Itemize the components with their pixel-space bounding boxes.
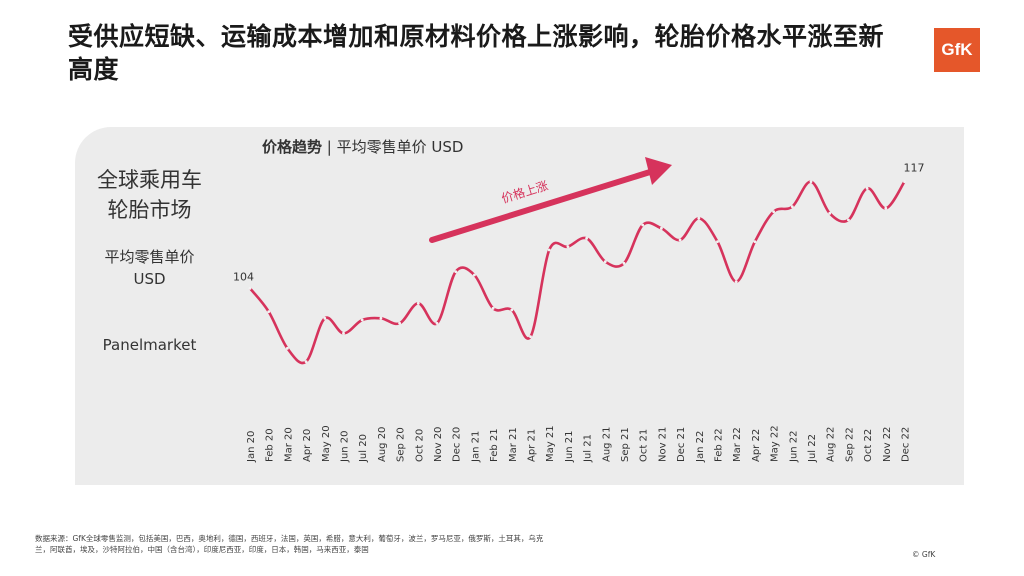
x-tick-label: Feb 21 [489, 428, 500, 462]
x-tick-label: Aug 21 [601, 427, 612, 462]
data-point [267, 310, 271, 314]
x-tick-label: Sep 20 [396, 427, 407, 462]
x-tick-label: Mar 22 [732, 427, 743, 462]
arrow-shaft [429, 169, 653, 243]
data-point [473, 273, 476, 277]
x-tick-label: Feb 22 [714, 428, 725, 462]
x-tick-label: Apr 20 [302, 429, 313, 462]
x-tick-label: Aug 20 [377, 427, 388, 462]
data-point [847, 218, 850, 222]
x-tick-label: Jan 22 [695, 431, 706, 463]
x-tick-label: Oct 21 [639, 429, 650, 462]
data-point [491, 306, 495, 310]
data-point [809, 180, 813, 184]
data-point [865, 186, 869, 190]
x-tick-label: Mar 20 [283, 427, 294, 462]
x-tick-label: Dec 21 [676, 427, 687, 462]
data-point [435, 321, 439, 325]
data-point [585, 236, 588, 240]
x-tick-label: Aug 22 [826, 427, 837, 462]
series-line [248, 180, 906, 365]
data-point [790, 205, 794, 209]
data-point [379, 316, 383, 320]
data-point [304, 360, 308, 364]
x-tick-label: Nov 20 [433, 427, 444, 462]
x-tick-label: Jan 20 [246, 431, 257, 463]
data-point [286, 346, 289, 350]
x-tick-label: Apr 22 [751, 429, 762, 462]
last-value-label: 117 [904, 162, 925, 175]
data-point [360, 318, 364, 322]
data-point [660, 226, 663, 230]
x-tick-label: Dec 20 [452, 427, 463, 462]
data-point [884, 206, 888, 210]
x-tick-label: Jul 20 [358, 434, 369, 463]
source-label: Panelmarket [102, 336, 197, 354]
data-point [342, 331, 345, 335]
data-point [566, 245, 570, 249]
data-point [903, 180, 906, 184]
x-tick-label: Jun 22 [788, 430, 799, 463]
x-tick-label: May 22 [770, 425, 781, 462]
chart-title: 价格趋势 | 平均零售单价 USD [262, 136, 463, 157]
x-tick-label: Nov 21 [657, 427, 668, 462]
data-point [753, 240, 757, 244]
x-tick-label: Sep 21 [620, 427, 631, 462]
arrow-label: 价格上涨 [499, 177, 549, 205]
arrow-head [645, 157, 672, 185]
data-point [323, 316, 327, 320]
data-point [697, 216, 701, 220]
data-point [547, 248, 551, 252]
series-line-group [248, 180, 906, 365]
page-title: 受供应短缺、运输成本增加和原材料价格上涨影响，轮胎价格水平涨至新高度 [68, 22, 885, 84]
data-point [529, 335, 532, 339]
x-tick-label: Feb 20 [265, 428, 276, 462]
x-tick-label: Jun 20 [340, 430, 351, 463]
metric-line-1: 平均零售单价 [104, 248, 195, 266]
market-line-2: 轮胎市场 [107, 198, 192, 222]
x-tick-label: Oct 20 [414, 429, 425, 462]
x-tick-label: Oct 22 [863, 429, 874, 462]
data-point [416, 301, 420, 305]
x-tick-label: Mar 21 [508, 427, 519, 462]
x-tick-label: Jan 21 [470, 431, 481, 463]
x-tick-label: May 21 [545, 425, 556, 462]
data-point [603, 260, 607, 264]
x-tick-label: Nov 22 [882, 427, 893, 462]
x-tick-labels: Jan 20 Feb 20 Mar 20 Apr 20 May 20 Jun 20 Jul … [246, 425, 912, 463]
data-point [454, 270, 458, 274]
data-point [398, 321, 401, 325]
data-point [772, 210, 775, 214]
chart-title-rest: | 平均零售单价 USD [326, 138, 464, 156]
data-point [716, 240, 719, 244]
x-tick-label: Jul 22 [807, 434, 818, 463]
x-tick-label: Jul 21 [583, 434, 594, 463]
chart-title-bold: 价格趋势 [262, 138, 323, 156]
x-tick-label: Apr 21 [527, 429, 538, 462]
source-footnote: 数据来源：GfK全球零售监测，包括美国，巴西，奥地利，德国，西班牙，法国，英国，… [35, 534, 544, 554]
first-value-label: 104 [233, 270, 254, 283]
data-point [641, 223, 645, 227]
market-label: 全球乘用车 轮胎市场 [82, 165, 217, 225]
price-rise-arrow: 价格上涨 [429, 157, 672, 243]
data-point [248, 286, 252, 290]
data-point [734, 280, 738, 284]
metric-line-2: USD [133, 270, 166, 288]
x-tick-label: Sep 22 [844, 427, 855, 462]
x-tick-label: Dec 22 [901, 427, 912, 462]
x-tick-label: May 20 [321, 425, 332, 462]
gfk-logo: GfK [934, 28, 980, 72]
data-point [678, 238, 682, 242]
data-labels: 104 117 [233, 162, 925, 284]
market-line-1: 全球乘用车 [97, 168, 202, 192]
x-tick-label: Jun 21 [564, 430, 575, 463]
metric-label: 平均零售单价 USD [82, 246, 217, 290]
data-point [510, 308, 514, 312]
copyright: © GfK [912, 550, 936, 559]
data-point [622, 261, 626, 265]
data-point [828, 211, 832, 215]
